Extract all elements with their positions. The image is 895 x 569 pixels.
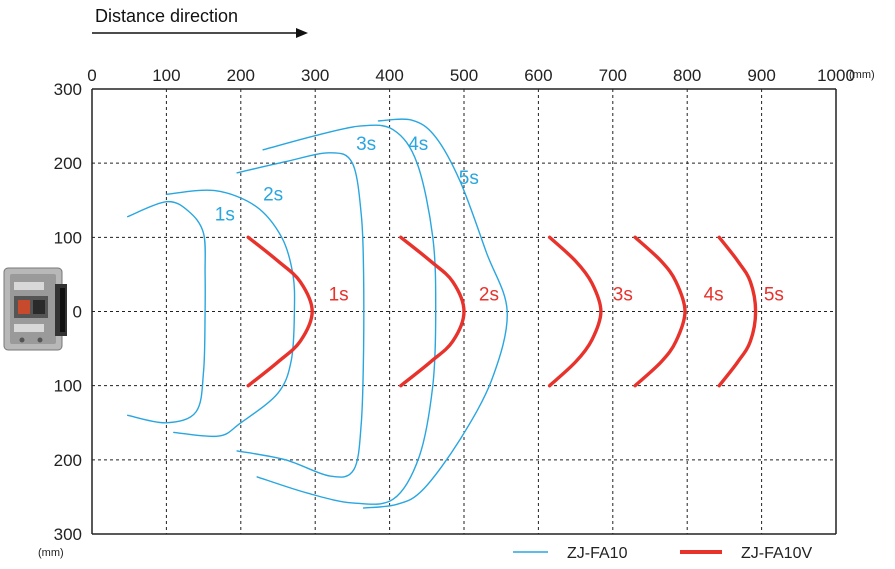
x-axis-unit: (mm): [849, 69, 875, 81]
legend-label-zj-fa10v: ZJ-FA10V: [741, 545, 812, 562]
curve-label-zj-fa10-1s: 1s: [215, 204, 235, 225]
series-line-zj-fa10v-3s: [547, 235, 603, 388]
x-tick-label: 700: [599, 66, 627, 85]
series-line-zj-fa10-4s: [256, 124, 437, 505]
y-tick-label: 300: [54, 80, 82, 99]
series-line-zj-fa10-1s: [127, 200, 206, 424]
y-tick-label: 200: [54, 154, 82, 173]
series-line-zj-fa10-5s: [362, 118, 508, 509]
curve-label-zj-fa10-4s: 4s: [408, 134, 428, 155]
x-tick-label: 900: [747, 66, 775, 85]
curve-label-zj-fa10v-5s: 5s: [764, 284, 784, 305]
x-tick-label: 200: [227, 66, 255, 85]
y-axis-ticks: 300 200 100 0 100 200 300: [54, 80, 82, 544]
series-line-zj-fa10v-1s: [246, 235, 314, 388]
y-tick-label: 100: [54, 377, 82, 396]
curve-label-zj-fa10v-4s: 4s: [704, 284, 724, 305]
x-tick-label: 400: [375, 66, 403, 85]
series-line-zj-fa10v-4s: [633, 235, 687, 388]
distance-direction-arrow-icon: [92, 28, 308, 38]
series-line-zj-fa10v-2s: [399, 235, 466, 388]
curve-label-zj-fa10v-3s: 3s: [613, 284, 633, 305]
x-tick-label: 100: [152, 66, 180, 85]
x-tick-label: 300: [301, 66, 329, 85]
legend: ZJ-FA10 ZJ-FA10V: [513, 545, 812, 562]
curve-labels: 1s 2s 3s 4s 5s 1s 2s 3s 4s 5s: [215, 134, 784, 306]
y-axis-unit: (mm): [38, 547, 64, 559]
x-axis-ticks: 0 100 200 300 400 500 600 700 800 900 1000: [87, 66, 855, 85]
curve-label-zj-fa10-2s: 2s: [263, 184, 283, 205]
series-line-zj-fa10v-5s: [717, 235, 758, 388]
curve-label-zj-fa10-5s: 5s: [459, 168, 479, 189]
curve-label-zj-fa10-3s: 3s: [356, 134, 376, 155]
series-line-zj-fa10-2s: [165, 189, 296, 438]
sensor-device-icon: [3, 267, 67, 351]
x-tick-label: 0: [87, 66, 96, 85]
distance-direction-label: Distance direction: [95, 6, 238, 26]
curve-label-zj-fa10v-2s: 2s: [479, 284, 499, 305]
y-tick-label: 0: [73, 303, 82, 322]
y-tick-label: 100: [54, 228, 82, 247]
x-tick-label: 600: [524, 66, 552, 85]
x-tick-label: 800: [673, 66, 701, 85]
legend-label-zj-fa10: ZJ-FA10: [567, 545, 628, 562]
series-group: [127, 118, 758, 509]
y-tick-label: 300: [54, 525, 82, 544]
series-line-zj-fa10-3s: [236, 152, 365, 478]
y-tick-label: 200: [54, 451, 82, 470]
curve-label-zj-fa10v-1s: 1s: [329, 284, 349, 305]
x-tick-label: 500: [450, 66, 478, 85]
x-tick-label: 1000: [817, 66, 855, 85]
